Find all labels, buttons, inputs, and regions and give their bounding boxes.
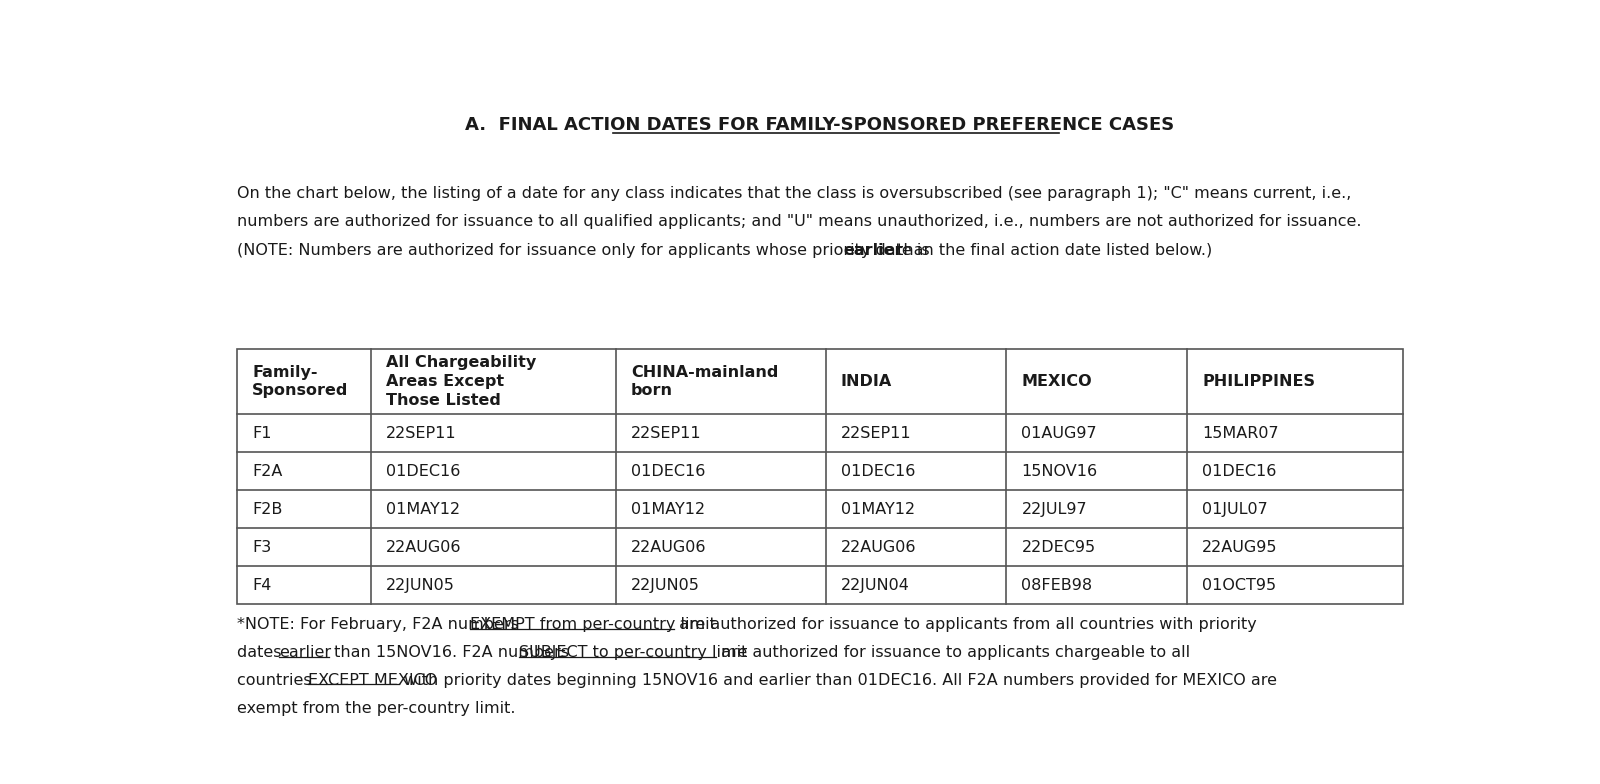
Text: 22JUN05: 22JUN05	[630, 578, 699, 593]
Text: CHINA-mainland: CHINA-mainland	[630, 365, 778, 379]
Text: Family-: Family-	[253, 365, 317, 379]
Text: 01MAY12: 01MAY12	[386, 502, 461, 517]
Text: 01MAY12: 01MAY12	[630, 502, 706, 517]
Text: Sponsored: Sponsored	[253, 383, 349, 398]
Text: countries: countries	[237, 673, 317, 688]
Text: born: born	[630, 383, 674, 398]
Text: Those Listed: Those Listed	[386, 393, 501, 408]
Text: 01DEC16: 01DEC16	[1202, 463, 1277, 478]
Text: F2B: F2B	[253, 502, 283, 517]
Text: *NOTE: For February, F2A numbers: *NOTE: For February, F2A numbers	[237, 618, 525, 633]
Text: earlier: earlier	[843, 242, 902, 258]
Text: numbers are authorized for issuance to all qualified applicants; and "U" means u: numbers are authorized for issuance to a…	[237, 214, 1362, 229]
Text: 22SEP11: 22SEP11	[386, 426, 456, 441]
Text: 15NOV16: 15NOV16	[1021, 463, 1098, 478]
Text: INDIA: INDIA	[840, 374, 891, 389]
Text: 01MAY12: 01MAY12	[840, 502, 915, 517]
Text: A.  FINAL ACTION DATES FOR FAMILY-SPONSORED PREFERENCE CASES: A. FINAL ACTION DATES FOR FAMILY-SPONSOR…	[466, 116, 1174, 134]
Text: 01AUG97: 01AUG97	[1021, 426, 1098, 441]
Text: 01OCT95: 01OCT95	[1202, 578, 1277, 593]
Text: 22AUG06: 22AUG06	[386, 539, 462, 554]
Text: F4: F4	[253, 578, 272, 593]
Text: exempt from the per-country limit.: exempt from the per-country limit.	[237, 701, 515, 716]
Text: 22JUL97: 22JUL97	[1021, 502, 1086, 517]
Text: 08FEB98: 08FEB98	[1021, 578, 1093, 593]
Text: 01DEC16: 01DEC16	[840, 463, 915, 478]
Text: 22AUG06: 22AUG06	[630, 539, 707, 554]
Text: F2A: F2A	[253, 463, 283, 478]
Text: 01DEC16: 01DEC16	[630, 463, 706, 478]
Text: Areas Except: Areas Except	[386, 374, 504, 389]
Text: 22DEC95: 22DEC95	[1021, 539, 1096, 554]
Text: 22AUG06: 22AUG06	[840, 539, 917, 554]
Text: 22JUN05: 22JUN05	[386, 578, 454, 593]
Text: (NOTE: Numbers are authorized for issuance only for applicants whose priority da: (NOTE: Numbers are authorized for issuan…	[237, 242, 934, 258]
Text: 22SEP11: 22SEP11	[630, 426, 701, 441]
Text: 01JUL07: 01JUL07	[1202, 502, 1267, 517]
Text: F3: F3	[253, 539, 272, 554]
Text: All Chargeability: All Chargeability	[386, 355, 536, 370]
Text: F1: F1	[253, 426, 272, 441]
Text: 22JUN04: 22JUN04	[840, 578, 909, 593]
Text: are authorized for issuance to applicants chargeable to all: are authorized for issuance to applicant…	[717, 645, 1190, 660]
Text: PHILIPPINES: PHILIPPINES	[1202, 374, 1315, 389]
Text: 01DEC16: 01DEC16	[386, 463, 461, 478]
Text: 22AUG95: 22AUG95	[1202, 539, 1277, 554]
Text: 15MAR07: 15MAR07	[1202, 426, 1278, 441]
Text: SUBJECT to per-country limit: SUBJECT to per-country limit	[518, 645, 747, 660]
Text: earlier: earlier	[280, 645, 331, 660]
Text: 22SEP11: 22SEP11	[840, 426, 912, 441]
Text: are authorized for issuance to applicants from all countries with priority: are authorized for issuance to applicant…	[674, 618, 1256, 633]
Text: with priority dates beginning 15NOV16 and earlier than 01DEC16. All F2A numbers : with priority dates beginning 15NOV16 an…	[398, 673, 1277, 688]
Text: EXCEPT MEXICO: EXCEPT MEXICO	[307, 673, 437, 688]
Text: EXEMPT from per-country limit: EXEMPT from per-country limit	[470, 618, 715, 633]
Text: On the chart below, the listing of a date for any class indicates that the class: On the chart below, the listing of a dat…	[237, 186, 1352, 201]
Text: than 15NOV16. F2A numbers: than 15NOV16. F2A numbers	[328, 645, 574, 660]
Text: than the final action date listed below.): than the final action date listed below.…	[893, 242, 1213, 258]
Text: MEXICO: MEXICO	[1021, 374, 1093, 389]
Text: dates: dates	[237, 645, 286, 660]
